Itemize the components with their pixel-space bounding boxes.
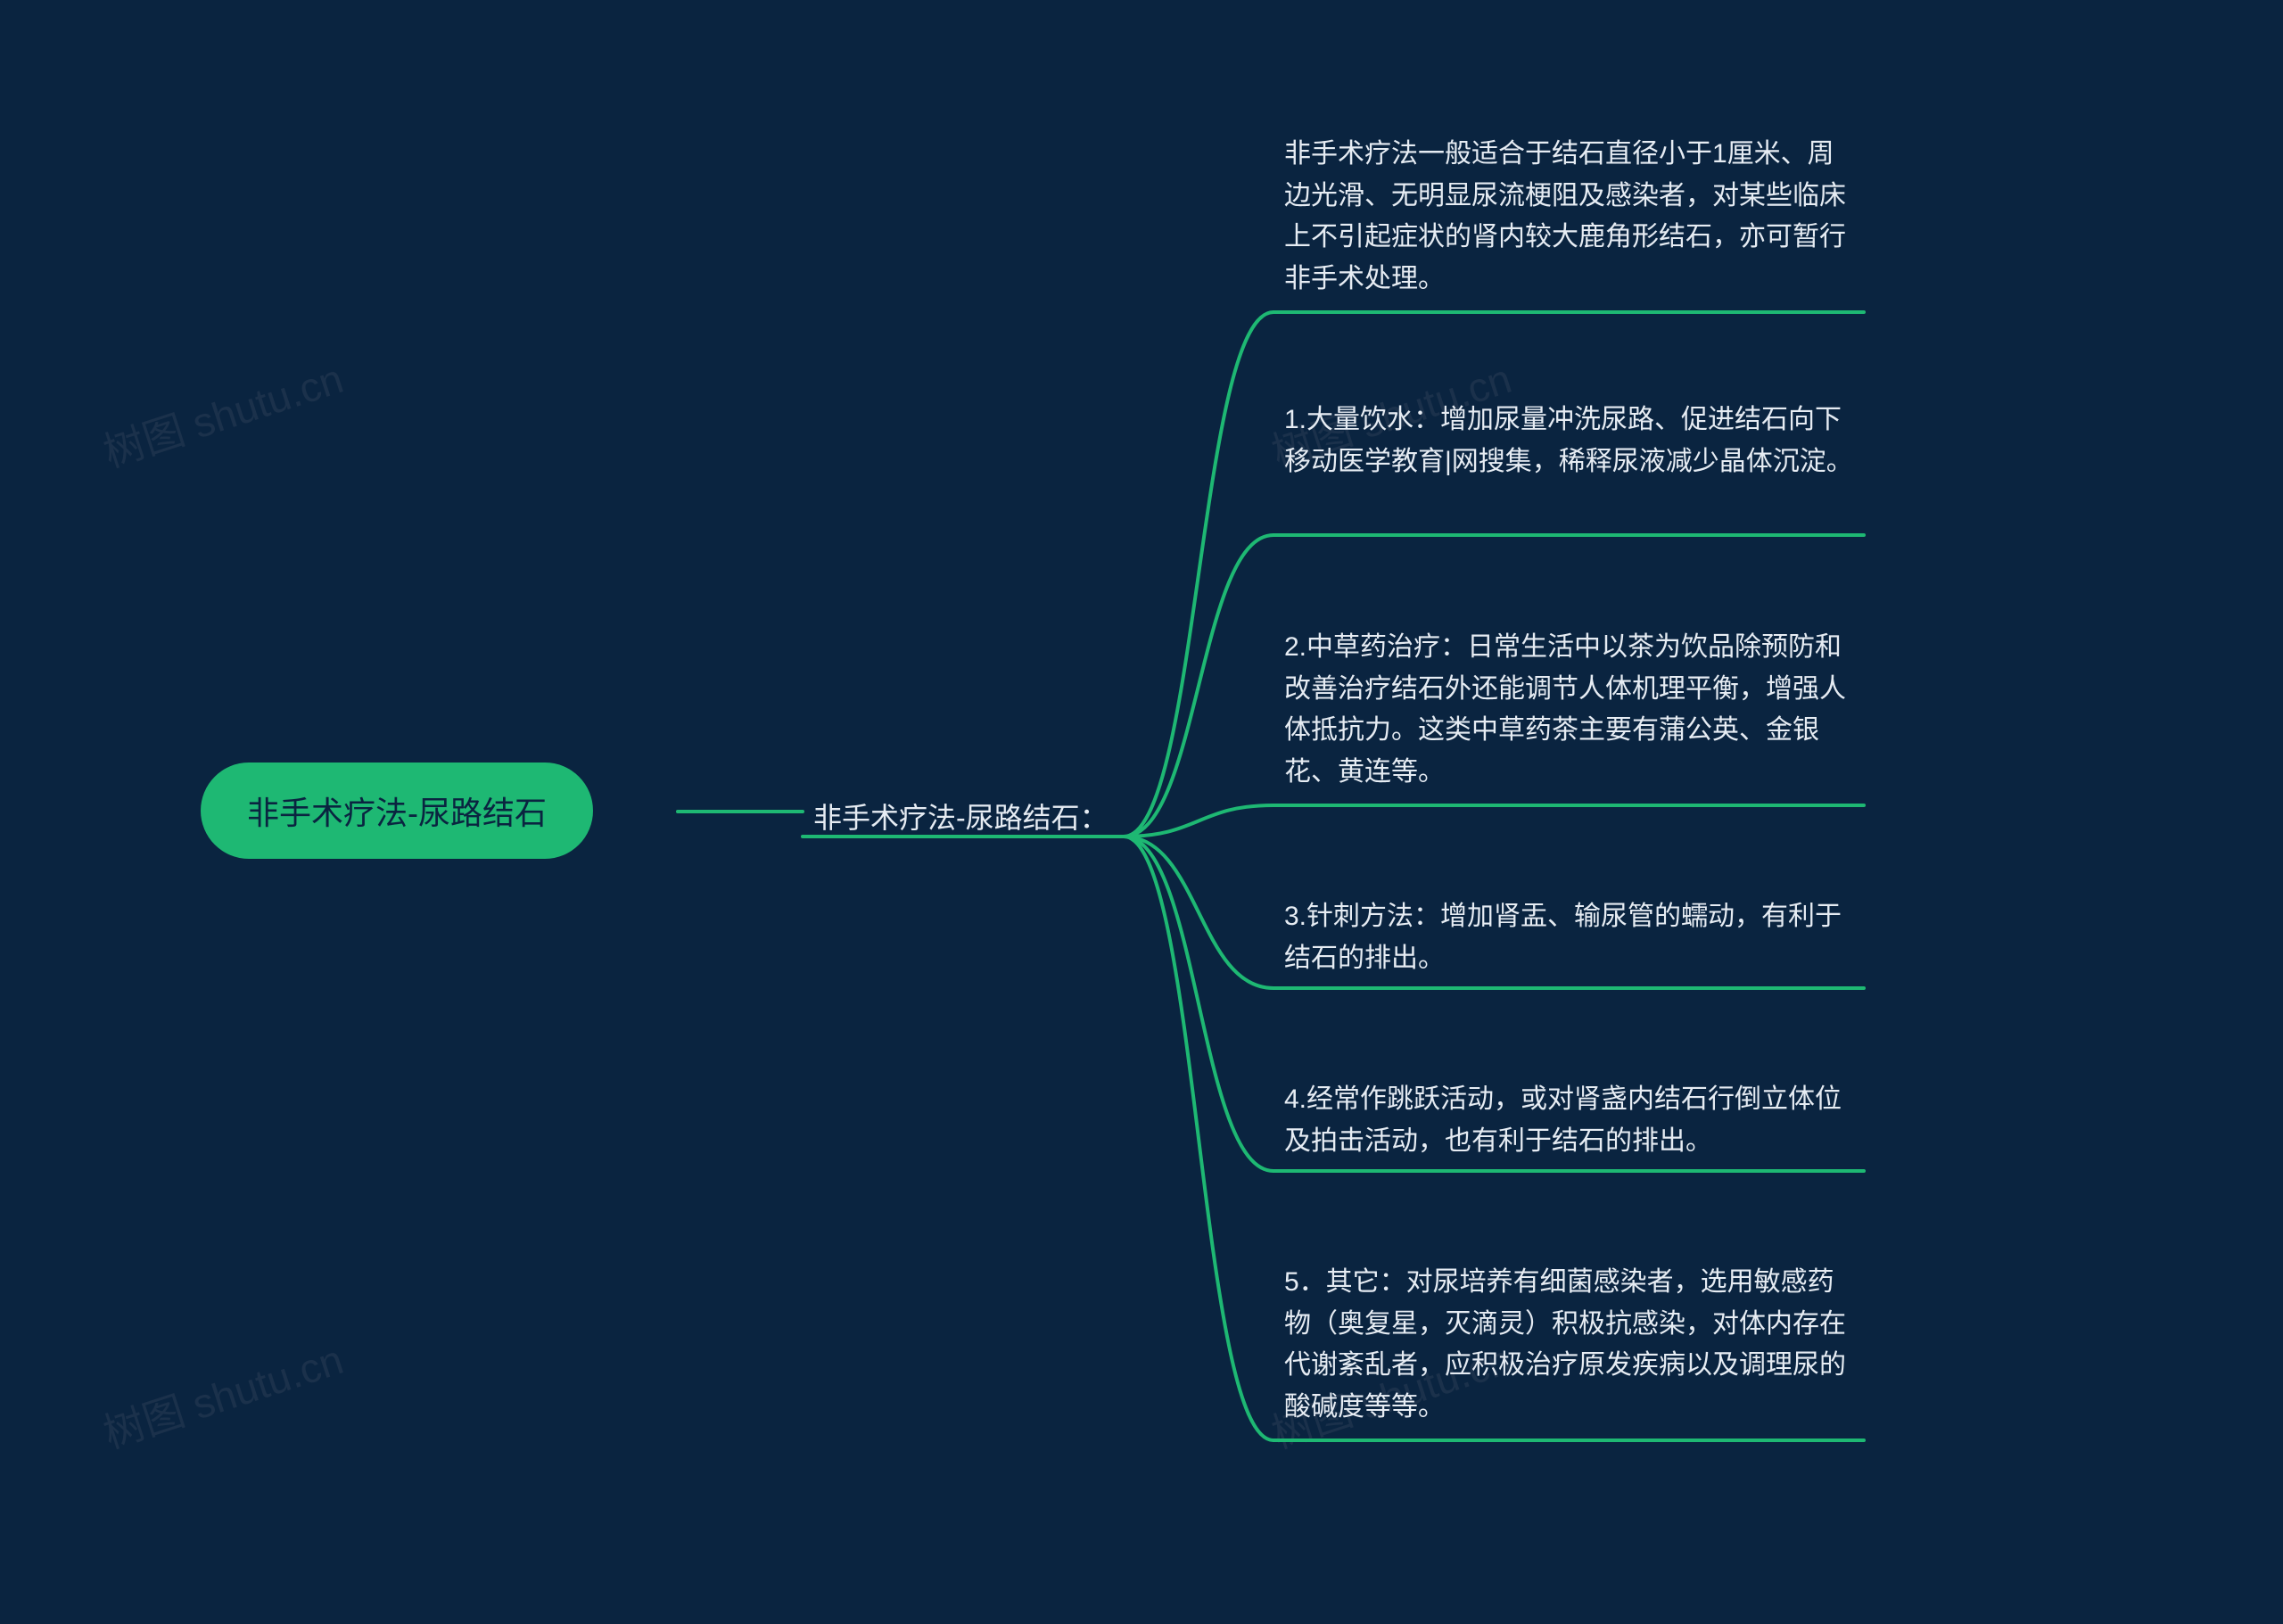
leaf-node[interactable]: 1.大量饮水：增加尿量冲洗尿路、促进结石向下移动医学教育|网搜集，稀释尿液减少晶… (1284, 400, 1855, 482)
level2-node[interactable]: 非手术疗法-尿路结石： (813, 796, 1109, 837)
leaf-node[interactable]: 5．其它：对尿培养有细菌感染者，选用敏感药物（奥复星，灭滴灵）积极抗感染，对体内… (1284, 1262, 1855, 1428)
leaf-node[interactable]: 3.针刺方法：增加肾盂、输尿管的蠕动，有利于结石的排出。 (1284, 896, 1855, 979)
root-node[interactable]: 非手术疗法-尿路结石 (201, 763, 593, 859)
leaf-node[interactable]: 非手术疗法一般适合于结石直径小于1厘米、周边光滑、无明显尿流梗阻及感染者，对某些… (1284, 134, 1855, 300)
watermark: 树图 shutu.cn (95, 1328, 350, 1461)
leaf-node[interactable]: 4.经常作跳跃活动，或对肾盏内结石行倒立体位及拍击活动，也有利于结石的排出。 (1284, 1079, 1855, 1162)
leaf-node[interactable]: 2.中草药治疗：日常生活中以茶为饮品除预防和改善治疗结石外还能调节人体机理平衡，… (1284, 627, 1855, 793)
watermark: 树图 shutu.cn (95, 347, 350, 480)
mindmap-canvas: 树图 shutu.cn 树图 shutu.cn 树图 shutu.cn 树图 s… (0, 0, 2283, 1624)
